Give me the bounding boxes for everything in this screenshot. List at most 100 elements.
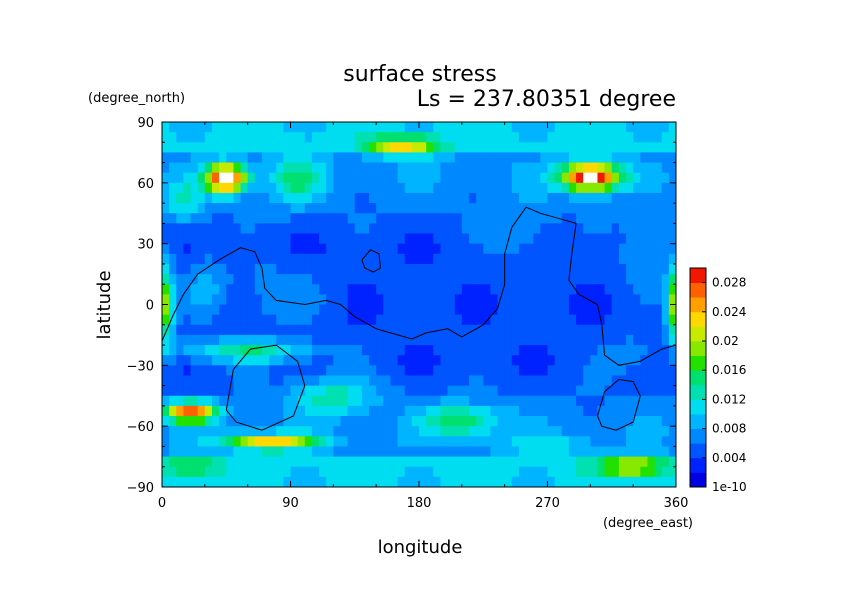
heatmap-cell	[297, 304, 306, 316]
heatmap-cell	[497, 324, 506, 336]
heatmap-cell	[290, 203, 299, 214]
heatmap-cell	[533, 172, 541, 184]
heatmap-cell	[211, 192, 220, 204]
heatmap-cell	[261, 355, 270, 366]
heatmap-cell	[190, 405, 199, 417]
heatmap-cell	[461, 345, 470, 356]
heatmap-cell	[254, 345, 263, 356]
heatmap-cell	[540, 192, 549, 204]
heatmap-cell	[576, 476, 584, 487]
heatmap-cell	[554, 152, 563, 164]
heatmap-cell	[668, 233, 676, 245]
heatmap-cell	[454, 142, 463, 154]
heatmap-cell	[226, 416, 234, 427]
heatmap-cell	[404, 223, 413, 235]
heatmap-cell	[533, 436, 541, 448]
heatmap-cell	[454, 274, 463, 285]
heatmap-cell	[590, 334, 599, 346]
heatmap-cell	[290, 416, 299, 427]
heatmap-cell	[454, 284, 463, 295]
heatmap-cell	[554, 182, 563, 194]
heatmap-cell	[654, 253, 663, 265]
heatmap-cell	[426, 416, 434, 427]
heatmap-cell	[162, 476, 170, 487]
heatmap-cell	[340, 203, 349, 214]
heatmap-cell	[426, 152, 434, 164]
heatmap-cell	[333, 132, 342, 143]
heatmap-cell	[433, 466, 442, 478]
heatmap-cell	[540, 345, 549, 356]
heatmap-cell	[269, 233, 277, 245]
heatmap-cell	[518, 385, 527, 397]
heatmap-cell	[547, 314, 556, 326]
heatmap-cell	[226, 375, 234, 387]
heatmap-cell	[283, 375, 292, 387]
heatmap-cell	[668, 284, 676, 295]
heatmap-cell	[197, 223, 206, 235]
heatmap-cell	[576, 172, 584, 184]
heatmap-cell	[404, 355, 413, 366]
heatmap-cell	[590, 223, 599, 235]
heatmap-cell	[354, 436, 363, 448]
heatmap-cell	[383, 405, 392, 417]
heatmap-cell	[654, 132, 663, 143]
heatmap-cell	[390, 405, 399, 417]
heatmap-cell	[376, 172, 384, 184]
heatmap-cell	[226, 334, 234, 346]
heatmap-cell	[540, 142, 549, 154]
heatmap-cell	[540, 405, 549, 417]
heatmap-cell	[176, 314, 185, 326]
heatmap-cell	[419, 132, 427, 143]
heatmap-cell	[404, 304, 413, 316]
heatmap-cell	[254, 365, 263, 377]
heatmap-cell	[554, 132, 563, 143]
heatmap-cell	[240, 416, 249, 427]
heatmap-cell	[476, 314, 484, 326]
heatmap-cell	[668, 385, 676, 397]
heatmap-cell	[376, 456, 384, 468]
heatmap-cell	[540, 446, 549, 458]
heatmap-cell	[604, 324, 613, 336]
heatmap-cell	[183, 345, 192, 356]
heatmap-cell	[447, 314, 456, 326]
heatmap-cell	[640, 466, 649, 478]
heatmap-cell	[618, 345, 627, 356]
heatmap-cell	[290, 172, 299, 184]
heatmap-cell	[640, 314, 649, 326]
heatmap-cell	[326, 233, 334, 245]
heatmap-cell	[576, 355, 584, 366]
heatmap-cell	[490, 182, 499, 194]
heatmap-cell	[447, 345, 456, 356]
x-tick-label: 360	[664, 496, 689, 511]
heatmap-cell	[190, 243, 199, 255]
heatmap-cell	[197, 274, 206, 285]
heatmap-cell	[419, 152, 427, 164]
heatmap-cell	[476, 142, 484, 154]
heatmap-cell	[447, 456, 456, 468]
heatmap-cell	[554, 345, 563, 356]
heatmap-cell	[583, 243, 591, 255]
heatmap-cell	[426, 142, 434, 154]
heatmap-cell	[633, 416, 641, 427]
heatmap-cell	[483, 355, 491, 366]
heatmap-cell	[369, 446, 377, 458]
heatmap-cell	[254, 253, 263, 265]
heatmap-cell	[269, 274, 277, 285]
heatmap-cell	[561, 233, 570, 245]
heatmap-cell	[297, 294, 306, 306]
heatmap-cell	[454, 253, 463, 265]
heatmap-cell	[190, 172, 199, 184]
heatmap-cell	[190, 466, 199, 478]
heatmap-cell	[240, 172, 249, 184]
colorbar-swatch	[690, 355, 706, 371]
heatmap-cell	[197, 436, 206, 448]
heatmap-cell	[290, 355, 299, 366]
heatmap-cell	[383, 162, 392, 174]
heatmap-cell	[433, 355, 442, 366]
heatmap-cell	[319, 182, 327, 194]
heatmap-cell	[283, 213, 292, 224]
heatmap-cell	[440, 142, 449, 154]
heatmap-cell	[319, 345, 327, 356]
topography-contour-argyre	[597, 378, 641, 431]
heatmap-cell	[633, 223, 641, 235]
